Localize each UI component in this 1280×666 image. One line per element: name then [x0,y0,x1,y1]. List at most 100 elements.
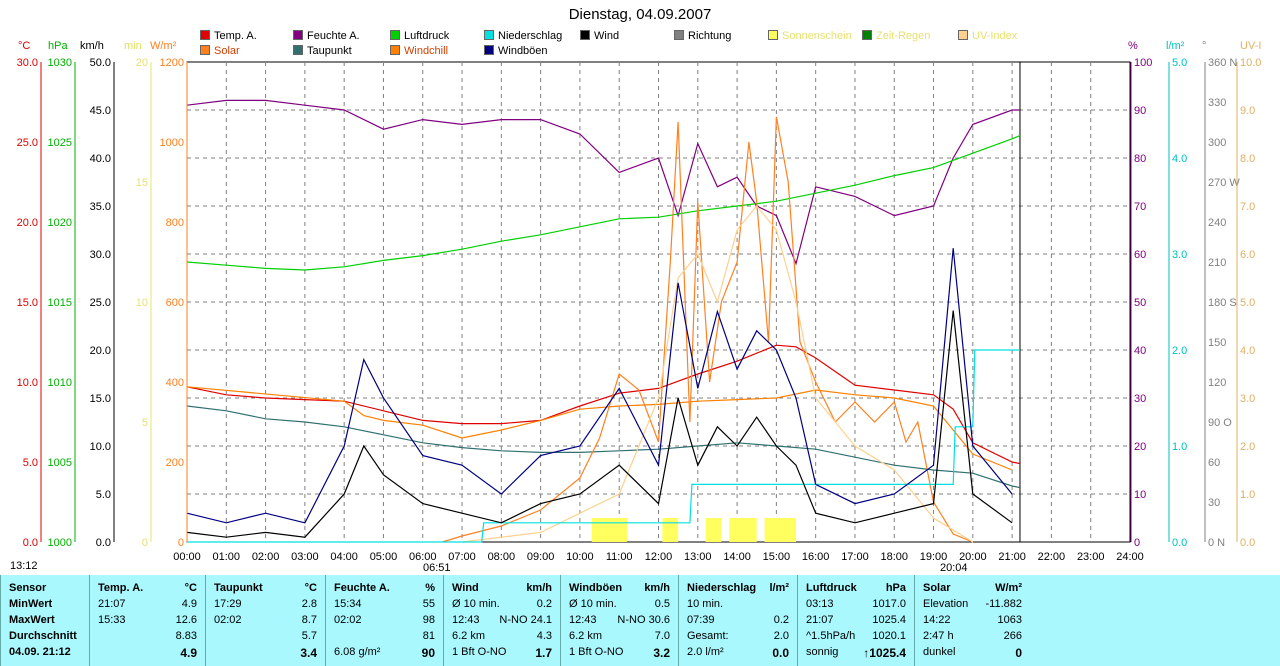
x-tick-label: 18:00 [880,551,908,563]
chart-axes: 0.05.010.015.020.025.030.010001005101010… [17,57,1262,563]
legend-label: Feuchte A. [307,30,360,42]
axis-tick-uv: 2.0 [1240,441,1255,453]
stats-row: Feuchte A.% [326,582,443,598]
stats-row: 17:29 2.8 [206,598,325,614]
legend-label: Wind [594,30,620,42]
x-tick-label: 19:00 [920,551,948,563]
legend-item: Solar [200,45,240,57]
stats-label: 12:43 [569,614,597,626]
sunshine-bar [591,518,628,542]
stats-value: 0.5 [654,598,670,610]
stats-value: °C [304,582,317,594]
axis-tick-kmh: 5.0 [96,489,111,501]
x-tick-label: 07:00 [448,551,476,563]
stats-value: 0.2 [773,614,789,626]
stats-value: 98 [422,614,435,626]
stats-label: Elevation [923,598,969,610]
axis-tick-temp: 30.0 [17,57,38,69]
series-taupunkt [186,405,1021,489]
axis-tick-deg: 270 W [1208,177,1240,189]
axis-tick-uv: 7.0 [1240,201,1255,213]
axis-tick-kmh: 40.0 [90,153,111,165]
legend-label: Sonnenschein [782,30,852,42]
stats-label: Temp. A. [98,582,144,594]
legend-swatch [958,30,968,40]
stats-row: ^1.5hPa/h 1020.1 [798,630,914,646]
axis-tick-uv: 10.0 [1240,57,1261,69]
axis-tick-min: 10 [136,297,148,309]
stats-label: ^1.5hPa/h [806,630,856,642]
chart-grid [186,61,1131,543]
stats-row: 07:39 0.2 [679,614,797,630]
stats-row: 15:34 55 [326,598,443,614]
x-tick-label: 04:00 [330,551,358,563]
stats-label: 15:33 [98,614,126,626]
axis-tick-uv: 8.0 [1240,153,1255,165]
axis-tick-hpa: 1005 [48,457,72,469]
series-windchill [186,386,1013,471]
stats-row: Niederschlag l/m² [679,582,797,598]
stats-value: 3.2 [653,646,670,660]
stats-label: 1 Bft O-NO [452,646,507,658]
stats-label: Sensor [9,582,47,594]
stats-row: MaxWert [1,614,89,630]
stats-value: 4.3 [536,630,552,642]
axis-tick-lm2: 0.0 [1172,537,1187,549]
legend-label: Windböen [498,45,548,57]
legend-item: Niederschlag [484,30,562,42]
axis-tick-deg: 360 N [1208,57,1237,69]
stats-column: Wind km/h Ø 10 min. 0.2 12:43 N-NO 24.1 6.2 km… [443,575,560,666]
stats-row: 04.09. 21:12 [1,646,89,662]
axis-tick-deg: 60 [1208,457,1220,469]
stats-label: 14:22 [923,614,951,626]
legend-label: Taupunkt [307,45,352,57]
stats-footer: 1 Bft O-NO 1.7 [444,646,560,662]
sunshine-bar [764,518,797,542]
legend-label: Luftdruck [404,30,450,42]
legend-label: Windchill [404,45,449,57]
axis-tick-hpa: 1030 [48,57,72,69]
stats-label: 02:02 [334,614,362,626]
stats-row: Windböen km/h [561,582,678,598]
axis-tick-uv: 6.0 [1240,249,1255,261]
sunshine-bar [662,518,679,542]
stats-label: 12:43 [452,614,480,626]
stats-label: 2:47 h [923,630,954,642]
axis-tick-lm2: 3.0 [1172,249,1187,261]
stats-row: 81 [326,630,443,646]
stats-footer: 1 Bft O-NO 3.2 [561,646,678,662]
axis-tick-min: 20 [136,57,148,69]
stats-row: 12:43 N-NO 24.1 [444,614,560,630]
axis-tick-hpa: 1025 [48,137,72,149]
x-tick-label: 00:00 [173,551,201,563]
unit-kmh: km/h [80,40,104,52]
stats-footer: 6.08 g/m² 90 [326,646,443,662]
axis-tick-hpa: 1010 [48,377,72,389]
axis-tick-uv: 5.0 [1240,297,1255,309]
axis-tick-pct: 40 [1134,345,1146,357]
legend-item: UV-Index [958,30,1017,42]
axis-tick-kmh: 45.0 [90,105,111,117]
x-tick-label: 16:00 [802,551,830,563]
legend-swatch [862,30,872,40]
stats-value: N-NO 30.6 [617,614,670,626]
stats-value: 55 [422,598,435,610]
axis-tick-deg: 150 [1208,337,1226,349]
x-tick-label: 17:00 [841,551,869,563]
stats-row: 12:43 N-NO 30.6 [561,614,678,630]
stats-value: 0 [1015,646,1022,660]
stats-value: ↑1025.4 [863,646,906,660]
stats-label: 1 Bft O-NO [569,646,624,658]
stats-row: Solar W/m² [915,582,1030,598]
axis-tick-pct: 30 [1134,393,1146,405]
x-tick-label: 24:00 [1116,551,1144,563]
stats-column: Solar W/m² Elevation -11.882 14:22 1063 2:47 h… [914,575,1030,666]
x-tick-label: 03:00 [291,551,319,563]
unit-min: min [124,40,142,52]
sunshine-bars [591,518,797,542]
stats-value: % [425,582,435,594]
stats-value: 12.6 [175,614,197,626]
legend-swatch [200,30,210,40]
legend-swatch [293,30,303,40]
unit-temp: °C [18,40,31,52]
